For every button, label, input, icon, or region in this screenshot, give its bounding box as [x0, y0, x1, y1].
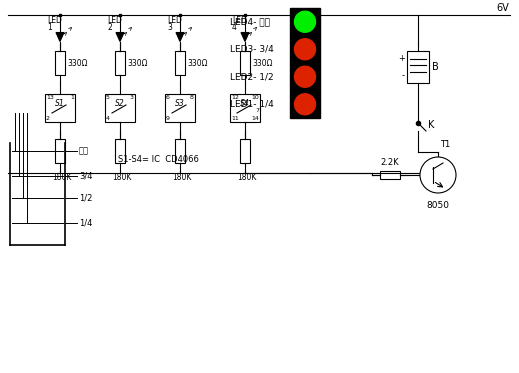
Text: LED: LED: [167, 16, 182, 25]
Text: 8: 8: [190, 95, 194, 100]
Text: 10: 10: [251, 95, 259, 100]
Circle shape: [294, 94, 316, 115]
Bar: [290, 8, 320, 118]
Text: 3: 3: [130, 95, 134, 100]
Text: 180K: 180K: [52, 173, 72, 182]
Text: S1: S1: [55, 100, 65, 109]
Text: 5: 5: [106, 95, 110, 100]
Bar: [55, 51, 65, 75]
Text: 330Ω: 330Ω: [127, 59, 147, 68]
Bar: [55, 139, 65, 163]
Bar: [175, 139, 185, 163]
Text: LED4- 水满: LED4- 水满: [230, 17, 270, 26]
Circle shape: [294, 11, 316, 32]
Text: 1/4: 1/4: [79, 218, 92, 227]
Bar: [407, 51, 429, 83]
Text: LED1- 1/4: LED1- 1/4: [230, 100, 274, 109]
Text: LED3- 3/4: LED3- 3/4: [230, 45, 274, 54]
Text: 3: 3: [167, 23, 172, 32]
Text: LED: LED: [107, 16, 122, 25]
Text: 180K: 180K: [237, 173, 256, 182]
Text: 13: 13: [46, 95, 54, 100]
Circle shape: [294, 39, 316, 60]
Bar: [115, 139, 125, 163]
Text: 1: 1: [47, 23, 52, 32]
Text: 6V: 6V: [496, 3, 509, 13]
Text: 2: 2: [46, 116, 50, 121]
Text: 14: 14: [251, 116, 259, 121]
Bar: [115, 51, 125, 75]
Text: +: +: [398, 54, 405, 63]
Text: 330Ω: 330Ω: [187, 59, 208, 68]
Bar: [175, 51, 185, 75]
Text: 11: 11: [231, 116, 239, 121]
Text: 330Ω: 330Ω: [252, 59, 272, 68]
Text: T1: T1: [440, 140, 450, 149]
Text: 4: 4: [232, 23, 237, 32]
Text: 3/4: 3/4: [79, 171, 92, 180]
Text: LED: LED: [232, 16, 247, 25]
Text: S1-S4= IC  CD4066: S1-S4= IC CD4066: [118, 154, 199, 163]
Bar: [105, 94, 135, 122]
Text: 9: 9: [166, 116, 170, 121]
Text: S3: S3: [175, 100, 185, 109]
Text: LED: LED: [47, 16, 62, 25]
Text: 12: 12: [231, 95, 239, 100]
Text: -: -: [402, 71, 405, 80]
Text: 水满: 水满: [79, 147, 89, 156]
Bar: [45, 94, 75, 122]
Text: S2: S2: [115, 100, 125, 109]
Circle shape: [420, 157, 456, 193]
Text: B: B: [432, 62, 439, 72]
Text: 6: 6: [166, 95, 170, 100]
Circle shape: [294, 66, 316, 87]
Bar: [240, 51, 250, 75]
Text: 1: 1: [70, 95, 74, 100]
Text: 330Ω: 330Ω: [67, 59, 88, 68]
Bar: [240, 139, 250, 163]
Bar: [165, 94, 195, 122]
Text: 180K: 180K: [112, 173, 131, 182]
Text: 2: 2: [107, 23, 112, 32]
Text: 8050: 8050: [427, 201, 449, 210]
Text: 1/2: 1/2: [79, 194, 92, 203]
Polygon shape: [241, 32, 249, 41]
Text: 180K: 180K: [172, 173, 192, 182]
Text: 7: 7: [255, 107, 259, 113]
Bar: [380, 171, 400, 179]
Text: S4: S4: [240, 100, 250, 109]
Text: LED2- 1/2: LED2- 1/2: [230, 72, 274, 81]
Polygon shape: [56, 32, 64, 41]
Text: 2.2K: 2.2K: [381, 158, 399, 167]
Text: K: K: [428, 120, 434, 130]
Polygon shape: [116, 32, 124, 41]
Bar: [230, 94, 260, 122]
Polygon shape: [176, 32, 184, 41]
Text: 4: 4: [106, 116, 110, 121]
